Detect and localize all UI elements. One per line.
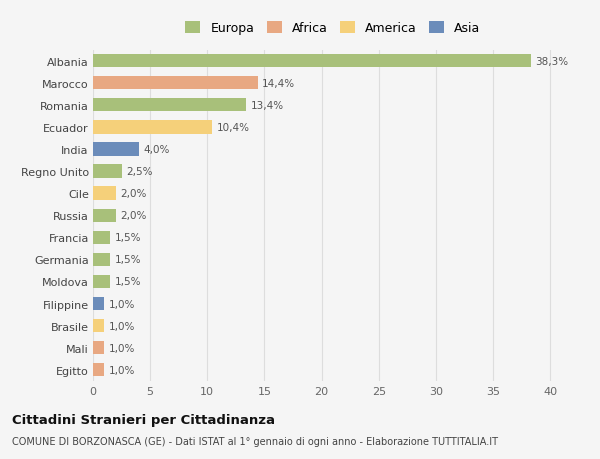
Bar xyxy=(93,99,246,112)
Text: 2,0%: 2,0% xyxy=(121,211,147,221)
Bar xyxy=(93,143,139,156)
Text: 10,4%: 10,4% xyxy=(217,123,250,133)
Legend: Europa, Africa, America, Asia: Europa, Africa, America, Asia xyxy=(183,20,483,38)
Text: 1,5%: 1,5% xyxy=(115,233,141,243)
Text: 1,0%: 1,0% xyxy=(109,299,136,309)
Text: 2,0%: 2,0% xyxy=(121,189,147,199)
Text: 1,5%: 1,5% xyxy=(115,255,141,265)
Bar xyxy=(93,364,104,376)
Text: Cittadini Stranieri per Cittadinanza: Cittadini Stranieri per Cittadinanza xyxy=(12,413,275,426)
Bar xyxy=(93,121,212,134)
Text: 1,0%: 1,0% xyxy=(109,365,136,375)
Bar xyxy=(93,209,116,222)
Bar xyxy=(93,187,116,200)
Bar xyxy=(93,297,104,310)
Bar xyxy=(93,275,110,288)
Bar xyxy=(93,77,257,90)
Bar xyxy=(93,231,110,244)
Text: 14,4%: 14,4% xyxy=(262,78,295,89)
Text: 2,5%: 2,5% xyxy=(126,167,152,177)
Text: 13,4%: 13,4% xyxy=(251,101,284,111)
Bar xyxy=(93,55,531,68)
Text: 1,0%: 1,0% xyxy=(109,321,136,331)
Bar xyxy=(93,319,104,332)
Text: 1,5%: 1,5% xyxy=(115,277,141,287)
Text: 38,3%: 38,3% xyxy=(535,56,568,67)
Text: 4,0%: 4,0% xyxy=(143,145,170,155)
Bar xyxy=(93,253,110,266)
Bar xyxy=(93,165,122,178)
Bar xyxy=(93,341,104,354)
Text: COMUNE DI BORZONASCA (GE) - Dati ISTAT al 1° gennaio di ogni anno - Elaborazione: COMUNE DI BORZONASCA (GE) - Dati ISTAT a… xyxy=(12,436,498,446)
Text: 1,0%: 1,0% xyxy=(109,343,136,353)
